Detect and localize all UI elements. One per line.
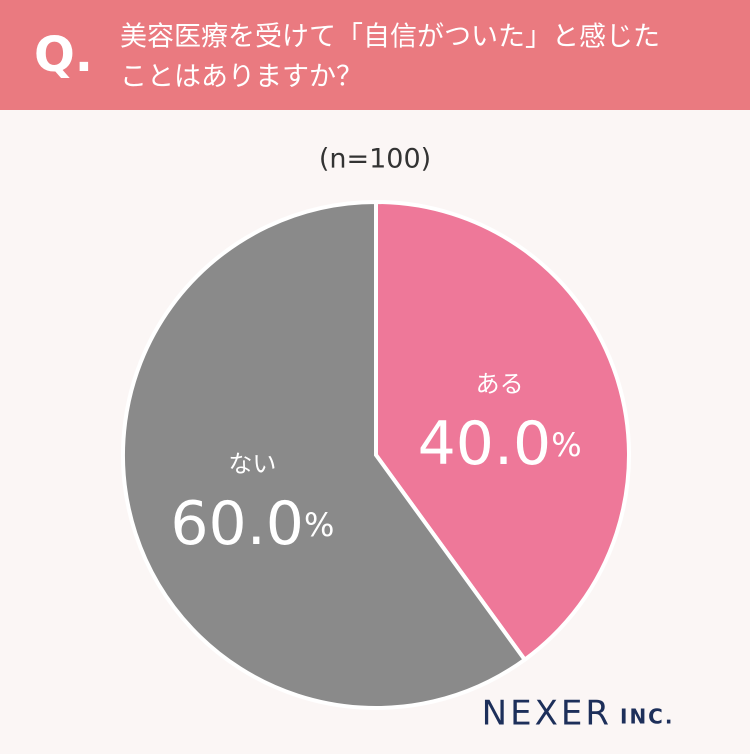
header-band: [0, 0, 750, 110]
question-label: Q.: [34, 27, 93, 83]
slice-category: ない: [228, 450, 276, 478]
slice-value: 40.0%: [418, 408, 582, 478]
pie-slice: [374, 199, 631, 663]
pie-slice: [121, 199, 528, 710]
title-line: 美容医療を受けて「自信がついた」と感じた: [120, 22, 660, 53]
slice-value: 60.0%: [170, 489, 334, 559]
logo: NEXER: [482, 694, 612, 734]
subtitle: (n=100): [319, 144, 431, 175]
logo-suffix: INC.: [620, 705, 674, 729]
slice-category: ある: [476, 370, 524, 398]
title-line: ことはありますか？: [120, 62, 363, 93]
